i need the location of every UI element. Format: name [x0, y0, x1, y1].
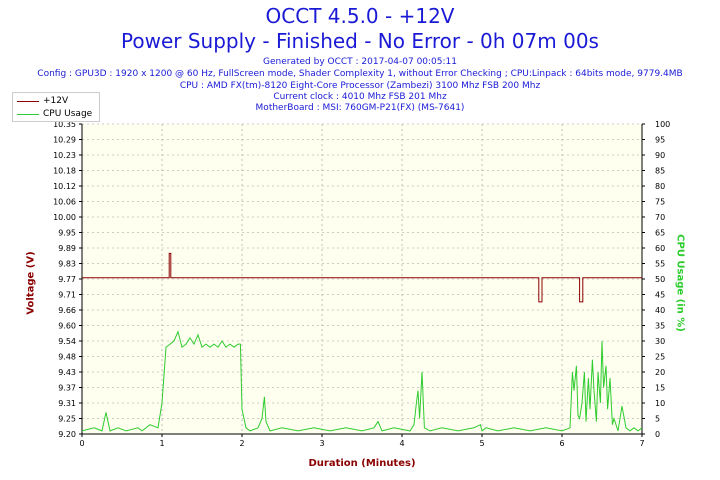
- y-left-tick-label: 9.71: [58, 291, 76, 300]
- info-generated: Generated by OCCT : 2017-04-07 00:05:11: [263, 57, 457, 67]
- legend-swatch-voltage: [17, 100, 39, 102]
- y-right-tick-label: 95: [655, 136, 665, 145]
- chart-legend: +12V CPU Usage: [12, 92, 100, 122]
- y-left-tick-label: 10.23: [53, 151, 76, 160]
- legend-item-voltage: +12V: [17, 95, 68, 107]
- y-right-tick-label: 100: [655, 120, 670, 129]
- x-tick-label: 2: [239, 439, 244, 448]
- series-line-voltage: [82, 252, 642, 303]
- y-right-tick-label: 65: [655, 229, 665, 238]
- y-right-tick-label: 60: [655, 244, 665, 253]
- x-tick-label: 1: [159, 439, 164, 448]
- y-left-tick-label: 10.35: [53, 120, 76, 129]
- y-right-tick-label: 35: [655, 322, 665, 331]
- x-tick-label: 3: [319, 439, 324, 448]
- y-left-tick-label: 9.54: [58, 337, 76, 346]
- legend-swatch-cpu: [17, 113, 39, 115]
- y-left-tick-label: 10.00: [53, 213, 76, 222]
- y-right-tick-label: 0: [655, 430, 660, 439]
- x-tick-label: 6: [559, 439, 564, 448]
- chart-subtitle: Power Supply - Finished - No Error - 0h …: [121, 29, 599, 53]
- y-right-tick-label: 20: [655, 368, 665, 377]
- info-config: Config : GPU3D : 1920 x 1200 @ 60 Hz, Fu…: [37, 69, 683, 79]
- y-left-tick-label: 9.25: [58, 415, 76, 424]
- y-left-tick-label: 9.37: [58, 384, 76, 393]
- info-clock: Current clock : 4010 Mhz FSB 201 Mhz: [273, 92, 447, 102]
- y-left-tick-label: 10.18: [53, 167, 76, 176]
- legend-item-cpu: CPU Usage: [17, 108, 92, 120]
- y-left-tick-label: 10.29: [53, 136, 76, 145]
- y-right-tick-label: 15: [655, 384, 665, 393]
- y-left-tick-label: 10.06: [53, 198, 76, 207]
- y-left-tick-label: 9.20: [58, 430, 76, 439]
- y-left-tick-label: 9.43: [58, 368, 76, 377]
- y-axis-right-label: CPU Usage (in %): [674, 234, 686, 332]
- y-left-tick-label: 9.66: [58, 306, 76, 315]
- y-left-tick-label: 9.60: [58, 322, 76, 331]
- y-right-tick-label: 70: [655, 213, 665, 222]
- y-right-tick-label: 80: [655, 182, 665, 191]
- y-left-tick-label: 9.77: [58, 275, 76, 284]
- y-left-tick-label: 9.31: [58, 399, 76, 408]
- y-left-tick-label: 9.83: [58, 260, 76, 269]
- series-line-cpu-usage: [81, 330, 643, 432]
- y-left-tick-label: 9.89: [58, 244, 76, 253]
- y-right-tick-label: 45: [655, 291, 665, 300]
- y-right-tick-label: 5: [655, 415, 660, 424]
- info-motherboard: MotherBoard : MSI: 760GM-P21(FX) (MS-764…: [255, 103, 465, 113]
- y-left-tick-label: 9.48: [58, 353, 76, 362]
- y-right-tick-label: 25: [655, 353, 665, 362]
- x-tick-label: 4: [399, 439, 404, 448]
- y-axis-left-label: Voltage (V): [25, 251, 37, 315]
- y-right-tick-label: 50: [655, 275, 665, 284]
- legend-label-cpu: CPU Usage: [43, 109, 93, 119]
- y-right-tick-label: 85: [655, 167, 665, 176]
- y-right-tick-label: 55: [655, 260, 665, 269]
- y-left-tick-label: 9.95: [58, 229, 76, 238]
- info-cpu: CPU : AMD FX(tm)-8120 Eight-Core Process…: [179, 81, 541, 91]
- legend-label-voltage: +12V: [43, 96, 69, 106]
- x-axis-label: Duration (Minutes): [308, 458, 416, 469]
- chart-title: OCCT 4.5.0 - +12V: [265, 4, 455, 28]
- y-right-tick-label: 40: [655, 306, 665, 315]
- x-tick-label: 5: [479, 439, 484, 448]
- y-right-tick-label: 10: [655, 399, 665, 408]
- x-tick-label: 0: [79, 439, 84, 448]
- x-tick-label: 7: [639, 439, 644, 448]
- y-right-tick-label: 30: [655, 337, 665, 346]
- y-left-tick-label: 10.12: [53, 182, 76, 191]
- y-right-tick-label: 90: [655, 151, 665, 160]
- y-right-tick-label: 75: [655, 198, 665, 207]
